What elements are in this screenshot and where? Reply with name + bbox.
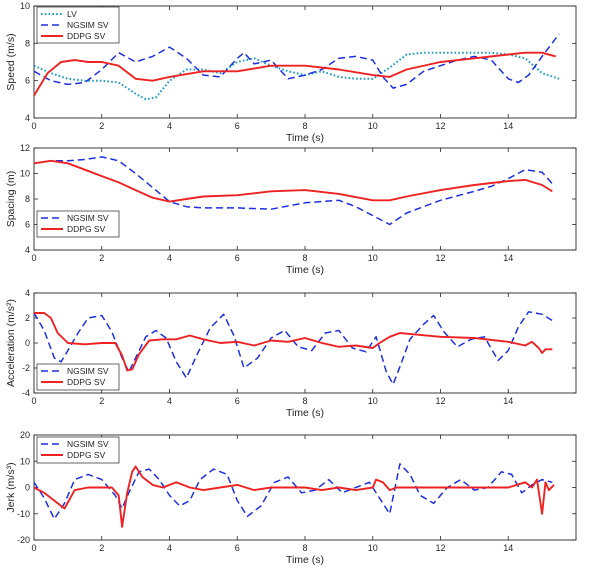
legend-box <box>36 6 120 44</box>
x-tick-label: 12 <box>435 121 445 131</box>
y-tick-label: 6 <box>25 76 30 86</box>
x-axis-label: Time (s) <box>286 132 324 144</box>
y-axis-label: Acceleration (m/s²) <box>5 299 17 387</box>
x-tick-label: 6 <box>235 396 240 406</box>
y-tick-label: -2 <box>22 363 30 373</box>
legend-label: NGSIM SV <box>67 439 109 449</box>
x-tick-label: 2 <box>99 543 104 553</box>
x-tick-label: 0 <box>31 253 36 263</box>
legend-label: DDPG SV <box>67 450 106 460</box>
y-tick-label: 4 <box>25 245 30 255</box>
legend-label: DDPG SV <box>67 377 106 387</box>
series-line-lv <box>34 51 560 101</box>
x-tick-label: 4 <box>167 543 172 553</box>
x-tick-label: 8 <box>302 253 307 263</box>
y-tick-label: 10 <box>20 456 30 466</box>
x-axis-label: Time (s) <box>286 407 324 419</box>
x-tick-label: 8 <box>302 396 307 406</box>
x-tick-label: 10 <box>368 253 378 263</box>
y-tick-label: 10 <box>20 1 30 11</box>
x-tick-label: 2 <box>99 253 104 263</box>
x-tick-label: 10 <box>368 396 378 406</box>
x-tick-label: 6 <box>235 253 240 263</box>
y-tick-label: 12 <box>20 143 30 153</box>
y-tick-label: 2 <box>25 313 30 323</box>
legend-label: DDPG SV <box>67 31 106 41</box>
chart-panel-1: 0 2 4 6 8 10 12 14 4 6 8 10 Time (s) Speed (m/s) LVNGS… <box>5 1 577 144</box>
legend-label: DDPG SV <box>67 224 106 234</box>
chart-panel-4: 0 2 4 6 8 10 12 14 -20 -10 0 10 20 Time (s) Jerk (m/s³… <box>5 430 577 566</box>
x-tick-label: 14 <box>503 543 513 553</box>
x-tick-label: 14 <box>503 396 513 406</box>
x-tick-label: 8 <box>302 543 307 553</box>
chart-panel-2: 0 2 4 6 8 10 12 14 4 6 8 10 12 Time (s) Spacing (m) NGS… <box>5 143 577 276</box>
y-axis-label: Jerk (m/s³) <box>5 462 17 512</box>
series-line-ddpg <box>34 465 555 528</box>
x-tick-label: 2 <box>99 121 104 131</box>
legend-label: NGSIM SV <box>67 213 109 223</box>
y-tick-label: 4 <box>25 113 30 123</box>
y-tick-label: 4 <box>25 288 30 298</box>
y-tick-label: 6 <box>25 220 30 230</box>
x-tick-label: 12 <box>435 543 445 553</box>
x-tick-label: 0 <box>31 121 36 131</box>
legend-label: NGSIM SV <box>67 366 109 376</box>
x-tick-label: 14 <box>503 253 513 263</box>
series-line-ddpg <box>34 159 553 203</box>
y-tick-label: -10 <box>17 509 30 519</box>
x-tick-label: 14 <box>503 121 513 131</box>
x-axis-label: Time (s) <box>286 554 324 566</box>
y-tick-label: 0 <box>25 483 30 493</box>
x-tick-label: 10 <box>368 121 378 131</box>
x-tick-label: 4 <box>167 121 172 131</box>
legend-label: LV <box>67 9 77 19</box>
x-tick-label: 12 <box>435 253 445 263</box>
y-tick-label: 20 <box>20 430 30 440</box>
x-tick-label: 0 <box>31 396 36 406</box>
y-axis-label: Speed (m/s) <box>5 33 17 90</box>
x-tick-label: 4 <box>167 253 172 263</box>
y-tick-label: 10 <box>20 169 30 179</box>
legend-box <box>36 436 120 464</box>
series-line-ddpg <box>34 312 553 372</box>
series-line-ngsim <box>34 33 560 89</box>
legend-box <box>36 363 120 391</box>
series-line-ngsim <box>34 463 553 520</box>
x-tick-label: 12 <box>435 396 445 406</box>
y-tick-label: 8 <box>25 194 30 204</box>
x-axis-label: Time (s) <box>286 264 324 276</box>
x-tick-label: 8 <box>302 121 307 131</box>
y-tick-label: 0 <box>25 338 30 348</box>
series-line-ngsim <box>34 311 553 386</box>
x-tick-label: 10 <box>368 543 378 553</box>
legend-label: NGSIM SV <box>67 20 109 30</box>
chart-panel-3: 0 2 4 6 8 10 12 14 -4 -2 0 2 4 Time (s) Acceleration (… <box>5 288 577 419</box>
x-tick-label: 0 <box>31 543 36 553</box>
x-tick-label: 6 <box>235 121 240 131</box>
y-tick-label: 8 <box>25 38 30 48</box>
series-line-ddpg <box>34 51 556 97</box>
x-tick-label: 6 <box>235 543 240 553</box>
y-tick-label: -20 <box>17 535 30 545</box>
y-tick-label: -4 <box>22 388 30 398</box>
x-tick-label: 2 <box>99 396 104 406</box>
series-line-ngsim <box>34 156 553 226</box>
y-axis-label: Spacing (m) <box>5 171 17 228</box>
legend-box <box>36 210 120 238</box>
x-tick-label: 4 <box>167 396 172 406</box>
